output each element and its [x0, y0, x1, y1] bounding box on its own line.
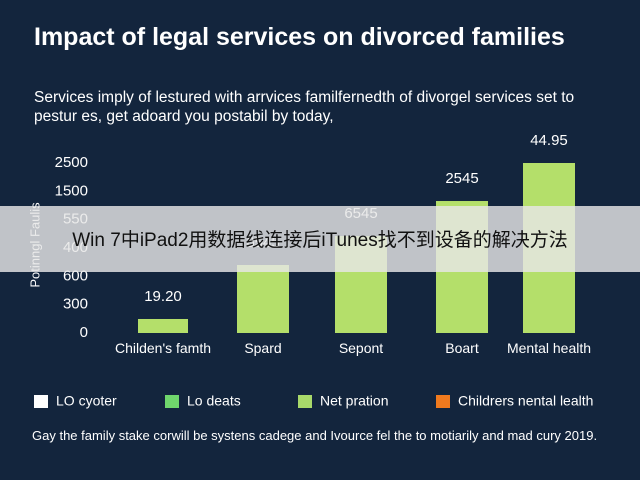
x-tick-label: Childen's famth: [115, 340, 211, 356]
legend-label: LO cyoter: [56, 393, 117, 409]
x-tick-label: Spard: [244, 340, 281, 356]
legend-label: Net pration: [320, 393, 388, 409]
banner-text: Win 7中iPad2用数据线连接后iTunes找不到设备的解决方法: [72, 229, 568, 251]
bar: [138, 318, 188, 333]
chart-subtitle: Services imply of lestured with arrvices…: [34, 89, 574, 125]
bar: [237, 265, 289, 333]
footer-note: Gay the family stake corwill be systens …: [32, 428, 597, 443]
legend-label: Childrers nental lealth: [458, 393, 593, 409]
chart-title: Impact of legal services on divorced fam…: [34, 23, 565, 51]
legend-swatch: [436, 395, 450, 408]
data-label: 44.95: [530, 132, 568, 149]
x-tick-label: Boart: [445, 340, 479, 356]
banner-layer: Win 7中iPad2用数据线连接后iTunes找不到设备的解决方法: [0, 206, 640, 272]
banner: [0, 206, 640, 272]
data-label: 19.20: [144, 288, 182, 305]
legend-swatch: [165, 395, 179, 408]
x-tick-label: Sepont: [339, 340, 383, 356]
y-tick-label: 0: [80, 324, 88, 341]
y-tick-label: 300: [63, 296, 88, 313]
legend-swatch: [34, 395, 48, 408]
y-tick-label: 1500: [55, 182, 88, 199]
y-tick-label: 2500: [55, 154, 88, 171]
legend-swatch: [298, 395, 312, 408]
x-tick-label: Mental health: [507, 340, 591, 356]
legend-label: Lo deats: [187, 393, 241, 409]
data-label: 2545: [445, 170, 478, 187]
